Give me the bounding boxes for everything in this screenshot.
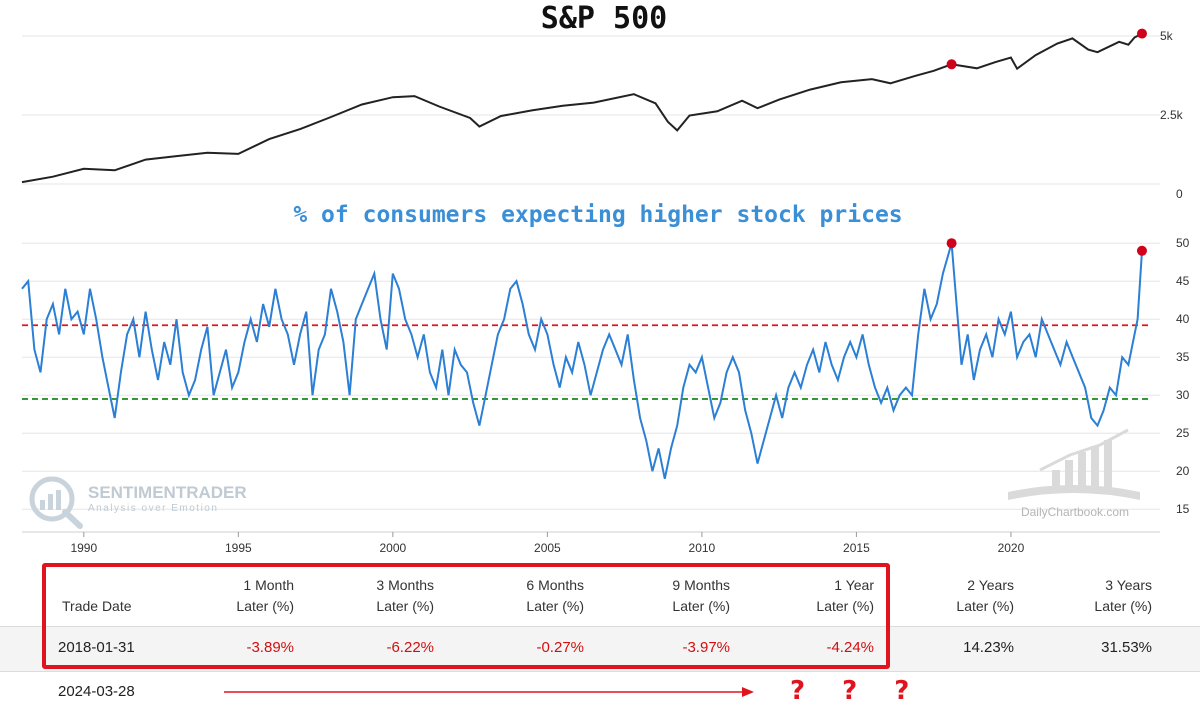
return-cell: -0.27%	[536, 639, 584, 656]
return-cell: -3.97%	[682, 639, 730, 656]
x-tick-label: 2000	[379, 541, 406, 555]
sentiment-ytick: 30	[1176, 388, 1190, 402]
arrow-icon	[224, 687, 754, 697]
table-row-highlight	[0, 626, 1200, 672]
column-header: Trade Date	[62, 598, 132, 614]
sentiment-ytick: 25	[1176, 426, 1190, 440]
chart-area: SENTIMENTRADER Analysis over Emotion Dai…	[21, 1, 1190, 555]
return-cell: -3.89%	[246, 639, 294, 656]
sentiment-ytick: 15	[1176, 502, 1190, 516]
sp500-ytick: 2.5k	[1160, 108, 1184, 122]
dailychartbook-label: DailyChartbook.com	[1021, 505, 1129, 519]
column-header: 1 Month Later (%)	[236, 577, 294, 614]
return-cell: -6.22%	[386, 639, 434, 656]
sentiment-ytick: 35	[1176, 350, 1190, 364]
sentiment-ytick: 45	[1176, 274, 1190, 288]
sp500-title: S&P 500	[541, 1, 667, 36]
column-header: 2 Years Later (%)	[956, 577, 1014, 614]
x-tick-label: 1990	[70, 541, 97, 555]
column-header: 9 Months Later (%)	[672, 577, 730, 614]
sentiment-line	[21, 242, 1143, 479]
column-header: 6 Months Later (%)	[526, 577, 584, 614]
x-tick-label: 1995	[225, 541, 252, 555]
sentiment-ytick: 0	[1176, 187, 1183, 201]
column-header: 3 Years Later (%)	[1094, 577, 1152, 614]
sp500-marker-0	[946, 59, 957, 70]
x-tick-label: 2020	[998, 541, 1025, 555]
column-header: 3 Months Later (%)	[376, 577, 434, 614]
x-tick-label: 2005	[534, 541, 561, 555]
sentiment-title: % of consumers expecting higher stock pr…	[293, 202, 902, 228]
return-cell: 31.53%	[1101, 639, 1152, 656]
sp500-ytick: 5k	[1160, 29, 1174, 43]
sentimentrader-watermark: SENTIMENTRADER Analysis over Emotion	[29, 476, 247, 529]
highlight-box	[42, 563, 890, 669]
sentiment-ytick: 50	[1176, 236, 1190, 250]
sp500-marker-1	[1136, 28, 1147, 39]
sp500-line	[21, 32, 1143, 184]
column-header: 1 Year Later (%)	[816, 577, 874, 614]
sentimentrader-name: SENTIMENTRADER	[88, 483, 247, 502]
sentiment-ytick: 20	[1176, 464, 1190, 478]
return-cell: 14.23%	[963, 639, 1014, 656]
unknown-returns-marks: ? ? ?	[790, 676, 924, 706]
dailychartbook-watermark: DailyChartbook.com	[1008, 428, 1140, 519]
sentiment-marker-0	[946, 238, 957, 249]
x-tick-label: 2015	[843, 541, 870, 555]
return-cell: -4.24%	[826, 639, 874, 656]
x-tick-label: 2010	[689, 541, 716, 555]
trade-date-cell: 2024-03-28	[58, 683, 135, 700]
sentimentrader-tagline: Analysis over Emotion	[88, 503, 218, 514]
trade-date-cell: 2018-01-31	[58, 639, 135, 656]
sentiment-marker-1	[1136, 245, 1147, 256]
sentiment-ytick: 40	[1176, 312, 1190, 326]
